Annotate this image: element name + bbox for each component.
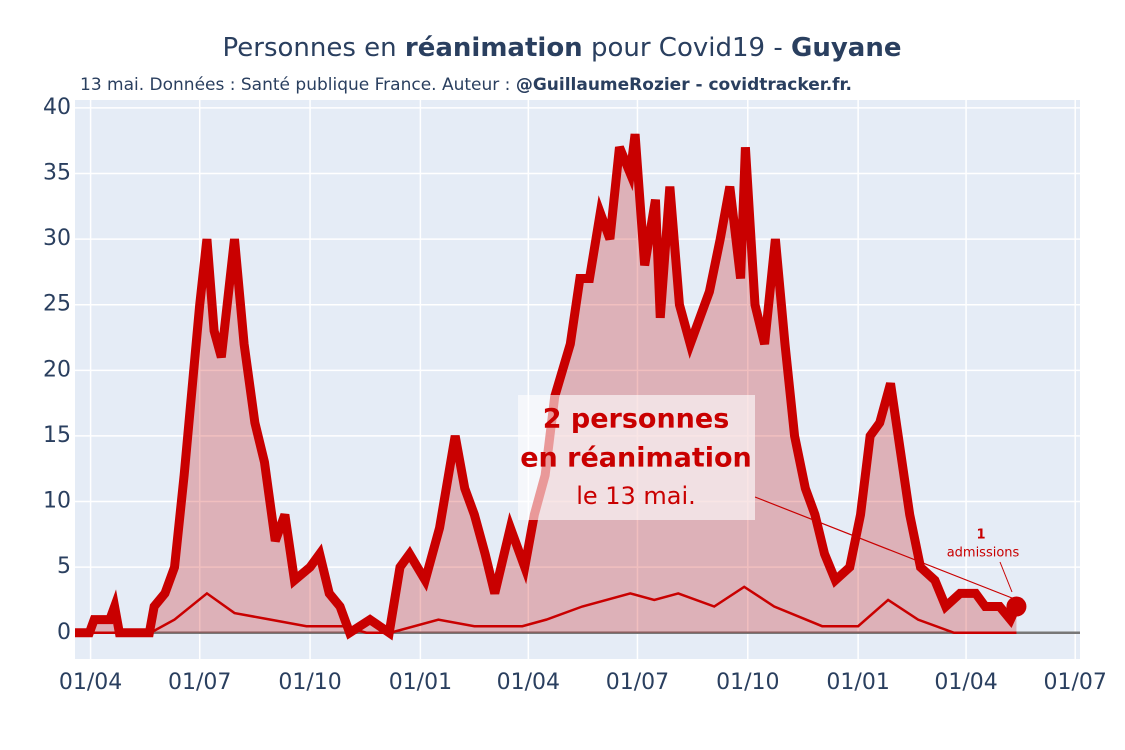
x-tick-label: 01/07 — [168, 670, 231, 695]
x-tick-label: 01/04 — [934, 670, 997, 695]
y-tick-label: 15 — [43, 423, 71, 448]
annotation-line: le 13 mai. — [576, 482, 696, 510]
annotation-box — [518, 395, 755, 520]
y-tick-label: 20 — [43, 357, 71, 382]
x-tick-label: 01/10 — [278, 670, 341, 695]
last-point — [1006, 596, 1027, 617]
admissions-arrow — [999, 561, 1013, 593]
y-tick-label: 35 — [43, 160, 71, 185]
plot-background — [75, 100, 1080, 659]
subtitle-part: 13 mai. Données : Santé publique France.… — [80, 75, 516, 95]
title-part: pour Covid19 - — [583, 33, 791, 63]
subtitle: 13 mai. Données : Santé publique France.… — [80, 75, 852, 95]
x-tick-label: 01/07 — [606, 670, 669, 695]
line — [75, 585, 1017, 635]
y-tick-label: 5 — [57, 554, 71, 579]
admissions-value: 1 — [976, 528, 985, 543]
line — [75, 133, 1021, 641]
y-tick-label: 25 — [43, 292, 71, 317]
annotation-line: 2 personnes — [543, 404, 730, 435]
title-part: Guyane — [791, 33, 902, 63]
title-part: réanimation — [405, 33, 583, 63]
annotation-arrow — [754, 496, 1013, 599]
annotation-line: en réanimation — [520, 443, 752, 474]
x-tick-label: 01/04 — [497, 670, 560, 695]
area — [75, 134, 1017, 633]
subtitle-part: @GuillaumeRozier - covidtracker.fr. — [516, 75, 852, 95]
x-tick-label: 01/07 — [1043, 670, 1106, 695]
y-tick-label: 30 — [43, 226, 71, 251]
y-tick-label: 10 — [43, 489, 71, 514]
x-tick-label: 01/10 — [716, 670, 779, 695]
y-tick-label: 0 — [57, 620, 71, 645]
x-tick-label: 01/04 — [59, 670, 122, 695]
x-tick-label: 01/01 — [389, 670, 452, 695]
x-tick-label: 01/01 — [826, 670, 889, 695]
y-tick-label: 40 — [43, 95, 71, 120]
chart-title: Personnes en réanimation pour Covid19 - … — [223, 33, 902, 63]
admissions-label: admissions — [947, 546, 1020, 561]
title-part: Personnes en — [223, 33, 405, 63]
